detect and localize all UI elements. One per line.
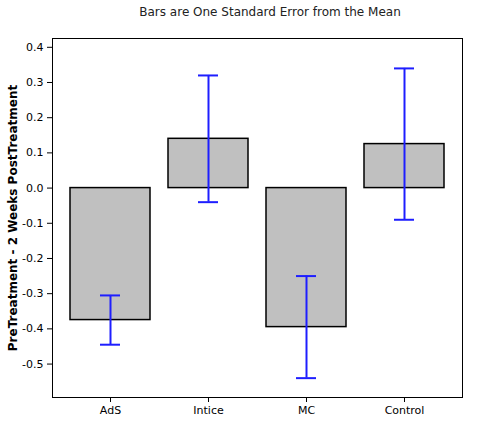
svg-text:Intice: Intice bbox=[193, 404, 224, 417]
svg-text:0.4: 0.4 bbox=[26, 41, 44, 54]
svg-text:0.1: 0.1 bbox=[26, 146, 44, 159]
svg-text:-0.5: -0.5 bbox=[22, 358, 43, 371]
svg-text:AdS: AdS bbox=[100, 404, 121, 417]
svg-text:PreTreatment - 2 Weeks PostTre: PreTreatment - 2 Weeks PostTreatment bbox=[6, 85, 20, 352]
svg-text:0.2: 0.2 bbox=[26, 111, 44, 124]
svg-text:-0.2: -0.2 bbox=[22, 252, 43, 265]
svg-text:0.3: 0.3 bbox=[26, 76, 44, 89]
svg-text:MC: MC bbox=[298, 404, 315, 417]
svg-text:-0.3: -0.3 bbox=[22, 287, 43, 300]
svg-text:Control: Control bbox=[385, 404, 425, 417]
svg-text:-0.4: -0.4 bbox=[22, 322, 43, 335]
svg-text:0.0: 0.0 bbox=[26, 182, 44, 195]
svg-text:-0.1: -0.1 bbox=[22, 217, 43, 230]
html-text:Bars are One Standard Error fr: Bars are One Standard Error from the Mea… bbox=[139, 5, 401, 19]
